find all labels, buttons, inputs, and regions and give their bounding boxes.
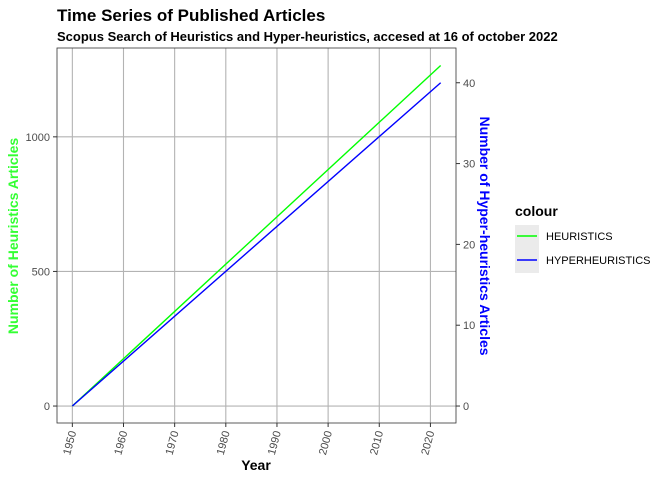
x-tick-label: 1960 (112, 430, 130, 457)
y-right-tick-label: 40 (463, 78, 475, 90)
series-line-hyperheuristics (71, 82, 442, 407)
x-axis-ticks: 1950 1960 1970 1980 1990 2000 2010 2020 (61, 423, 437, 456)
y-right-axis-ticks: 0 10 20 30 40 (456, 78, 475, 413)
series-line-heuristics (71, 64, 442, 407)
panel-border (56, 47, 457, 424)
grid-lines (57, 48, 456, 423)
y-right-tick-label: 20 (463, 239, 475, 251)
x-axis-title: Year (241, 457, 271, 473)
y-left-axis-title: Number of Heuristics Articles (5, 138, 21, 335)
x-tick-label: 2020 (419, 430, 437, 457)
y-right-axis-title: Number of Hyper-heuristics Articles (477, 116, 493, 355)
legend-label-heuristics: HEURISTICS (546, 231, 613, 243)
legend-key-background (515, 225, 539, 273)
x-tick-label: 1950 (61, 430, 79, 457)
legend-title: colour (515, 203, 558, 219)
x-tick-label: 2010 (368, 430, 386, 457)
legend-label-hyperheuristics: HYPERHEURISTICS (546, 255, 651, 267)
y-right-tick-label: 10 (463, 320, 475, 332)
x-tick-label: 1980 (215, 430, 233, 457)
y-left-tick-label: 1000 (26, 132, 50, 144)
y-left-tick-label: 0 (44, 401, 50, 413)
chart-subtitle: Scopus Search of Heuristics and Hyper-he… (57, 29, 558, 44)
chart-title: Time Series of Published Articles (57, 6, 325, 25)
y-left-axis-ticks: 0 500 1000 (26, 132, 57, 413)
series-lines (71, 64, 442, 407)
y-left-tick-label: 500 (32, 266, 50, 278)
x-tick-label: 2000 (317, 430, 335, 457)
x-tick-label: 1990 (266, 430, 284, 457)
y-right-tick-label: 30 (463, 159, 475, 171)
legend: colour HEURISTICS HYPERHEURISTICS (515, 203, 651, 273)
x-tick-label: 1970 (164, 430, 182, 457)
y-right-tick-label: 0 (463, 401, 469, 413)
